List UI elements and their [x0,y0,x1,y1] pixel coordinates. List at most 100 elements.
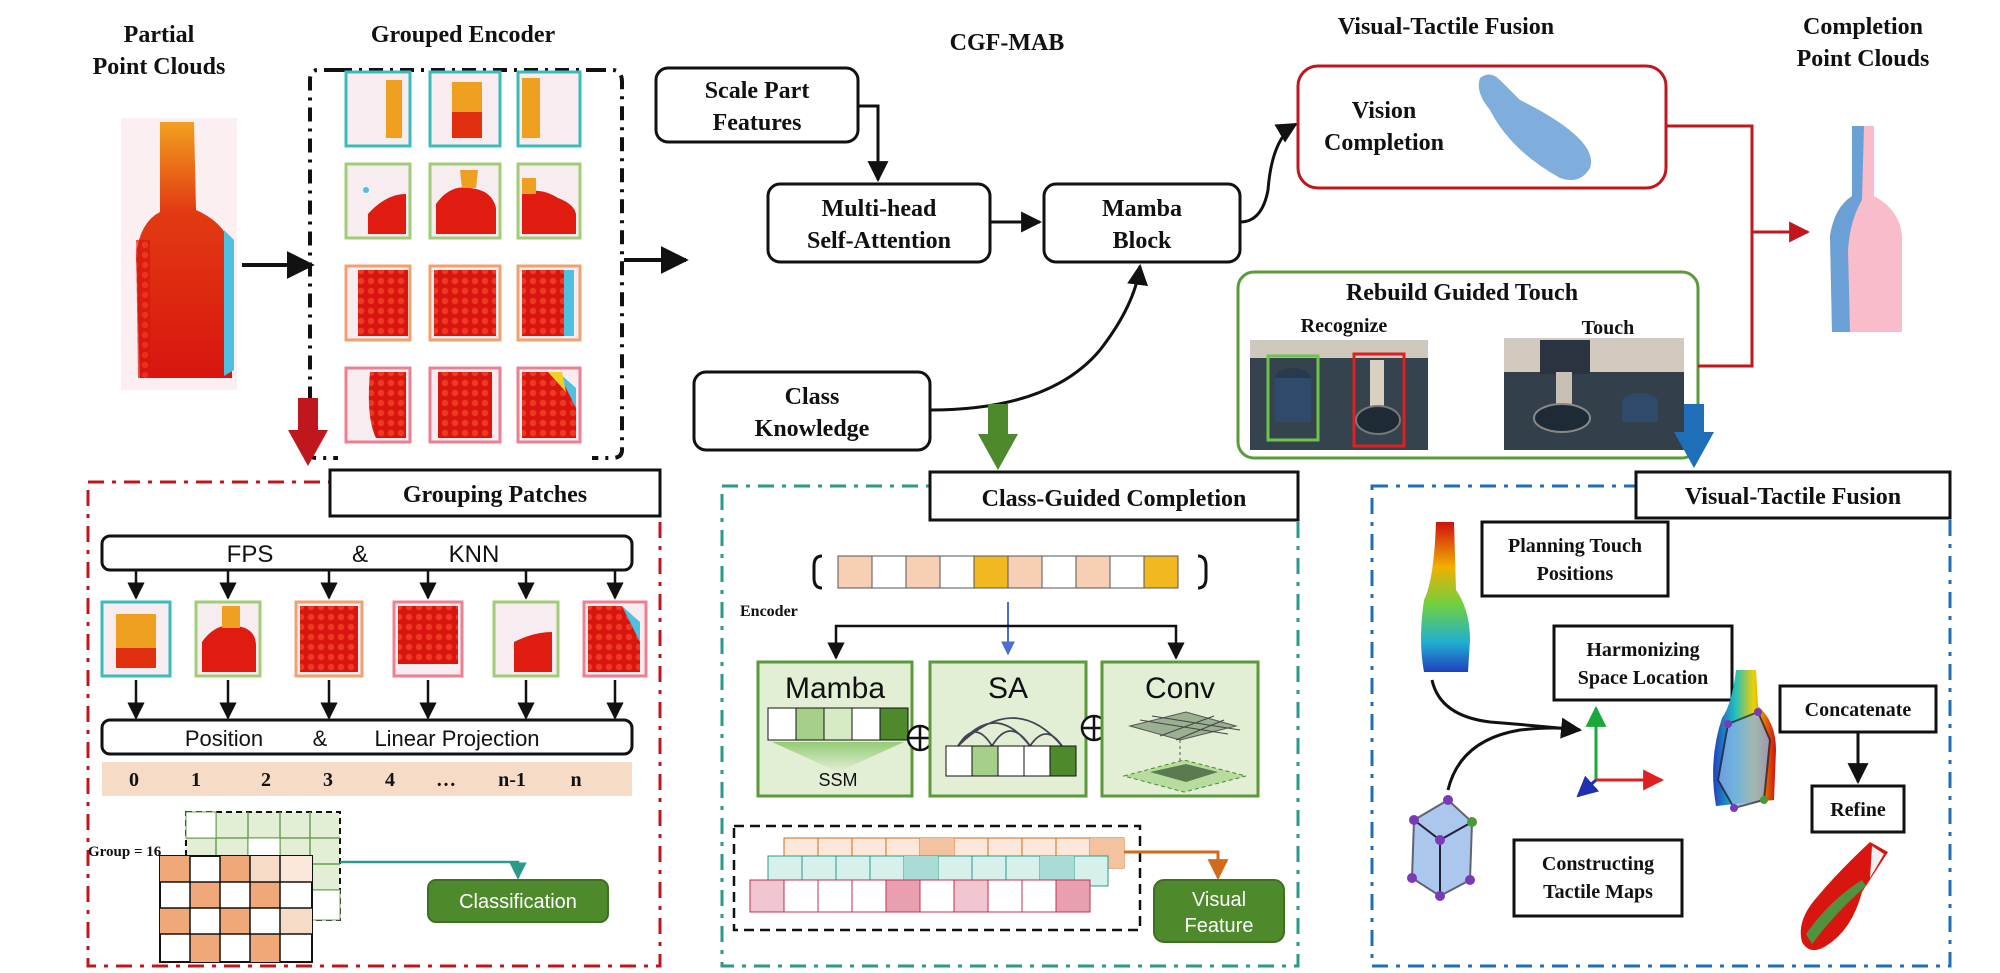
encoder-patch-grid [344,70,582,444]
patch [582,600,648,678]
cgf-mab-title: CGF-MAB [950,30,1065,56]
svg-text:Class-Guided Completion: Class-Guided Completion [982,486,1247,512]
mhsa-box: Multi-head Self-Attention [766,182,992,264]
patch [428,366,502,444]
patch [344,162,412,240]
patch [294,600,364,678]
tactile-wireframe [1407,795,1477,901]
token-index: 3 [323,769,333,791]
token-index: 0 [129,769,139,791]
arrow-to-classification [340,860,527,880]
svg-text:KNN: KNN [449,541,500,568]
svg-text:&: & [352,541,368,568]
svg-text:FPS: FPS [227,541,274,568]
refined-bottle [1800,842,1888,951]
partial-title-line1: Partial [124,22,195,48]
constructing-box: Constructing Tactile Maps [1512,838,1684,918]
token-index: 1 [191,769,201,791]
red-line-touch [1698,232,1754,368]
concatenate-box: Concatenate [1778,684,1938,734]
encoder-left-bracket [308,68,338,460]
patch [516,70,582,148]
svg-text:&: & [313,726,328,751]
plus-icon [1080,714,1108,742]
patch [516,162,582,240]
svg-text:Touch: Touch [1582,317,1635,339]
rebuild-guided-touch-box: Rebuild Guided Touch Recognize Touch [1236,270,1700,460]
token-index: n [570,769,581,791]
plus-icon [906,724,934,752]
refine-box: Refine [1810,784,1906,834]
red-line-vision [1666,124,1754,232]
axes-icon [1576,705,1665,798]
patch [516,264,582,342]
token-index: … [436,769,456,791]
completion-point-cloud-image [1830,126,1902,332]
grouped-encoder-title: Grouped Encoder [371,22,556,48]
mamba-block-box: Mamba Block [1042,182,1242,264]
rainbow-bottle [1421,522,1470,672]
patch [516,366,582,444]
harmonized-bottle [1713,670,1776,812]
vt-fusion-top-title: Visual-Tactile Fusion [1338,14,1554,40]
position-projection-bar: Position & Linear Projection [100,718,634,756]
arrow-mamba-to-vision [1239,122,1298,224]
arrow-scale-to-mhsa [858,104,889,183]
touch-photo [1504,338,1684,450]
sample-patches [100,600,648,678]
scale-part-features-box: Scale Part Features [654,66,860,144]
patch [428,162,502,240]
patch [428,70,502,148]
recognize-photo [1250,340,1428,450]
fps-knn-bar: FPS & KNN [100,534,634,572]
svg-text:Conv: Conv [1145,672,1215,705]
stack-row-pink [749,879,1091,913]
svg-text:Linear Projection: Linear Projection [374,726,539,751]
svg-text:Classification: Classification [459,891,577,913]
vision-completion-cloud [1478,74,1592,181]
patch [428,264,502,342]
token-index: 4 [385,769,395,791]
svg-text:SA: SA [988,672,1028,705]
conv-module: Conv [1100,660,1260,798]
grouping-panel [86,480,662,968]
patch [344,264,412,342]
svg-text:Visual-Tactile Fusion: Visual-Tactile Fusion [1685,484,1901,510]
arrow-class-to-mamba [929,263,1149,412]
patch [194,600,262,678]
svg-text:Grouping Patches: Grouping Patches [403,482,587,508]
encoder-label: Encoder [740,603,798,620]
arrow-to-visual-feature [1124,850,1229,881]
class-token-sequence [837,555,1179,589]
grouping-title-box: Grouping Patches [328,468,662,518]
svg-text:Mamba: Mamba [785,672,885,705]
svg-text:SSM: SSM [818,770,857,790]
sa-module: SA [928,660,1088,798]
harmonizing-box: Harmonizing Space Location [1552,624,1734,702]
classification-box: Classification [427,879,609,923]
blue-down-arrow [1674,404,1714,468]
patch [100,600,172,678]
token-bracket-left [812,554,823,590]
patch [492,600,560,678]
svg-text:Rebuild Guided Touch: Rebuild Guided Touch [1346,280,1578,306]
completion-title-line2: Point Clouds [1797,46,1930,72]
partial-point-cloud-image [121,118,237,390]
patch [344,366,412,444]
completion-title-line1: Completion [1803,14,1923,40]
token-index: n-1 [498,769,526,791]
svg-text:Concatenate: Concatenate [1805,699,1912,721]
arrow-tactile-to-axes [1446,726,1581,791]
encoder-right-bracket [592,68,624,460]
mamba-module: Mamba SSM [756,660,914,798]
